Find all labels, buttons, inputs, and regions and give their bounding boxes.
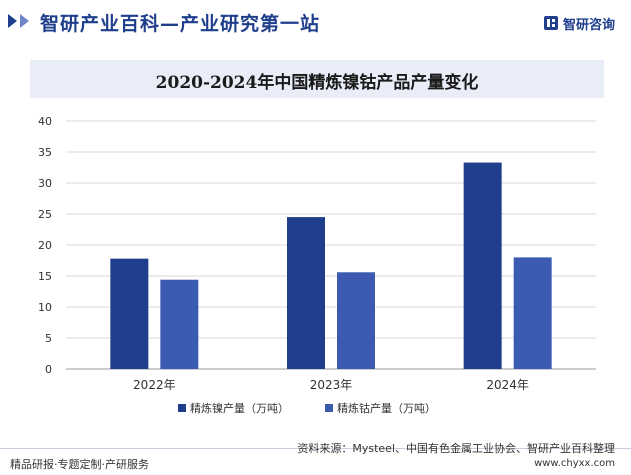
y-tick-label: 20 xyxy=(38,239,52,252)
y-tick-label: 35 xyxy=(38,146,52,159)
legend-swatch xyxy=(178,404,186,412)
header-title: 智研产业百科—产业研究第一站 xyxy=(40,13,321,35)
y-tick-label: 40 xyxy=(38,115,52,128)
header-arrow-icon xyxy=(8,14,17,28)
chart-title: 2020-2024年中国精炼镍钴产品产量变化 xyxy=(155,73,479,93)
y-tick-label: 0 xyxy=(45,363,52,376)
bar-cobalt xyxy=(513,257,552,369)
y-tick-label: 5 xyxy=(45,332,52,345)
bar-cobalt xyxy=(160,279,199,369)
brand-name: 智研咨询 xyxy=(562,17,615,33)
y-tick-label: 15 xyxy=(38,270,52,283)
bar-cobalt xyxy=(337,272,375,369)
footer-slogan: 精品研报·专题定制·产研服务 xyxy=(10,458,149,471)
bar-chart: 0 5 10 15 20 25 30 35 40 2022年 2023年 2024年精炼镍产量（万吨）… xyxy=(38,115,596,415)
brand: 智研咨询 xyxy=(543,14,615,33)
legend-label: 精炼镍产量（万吨） xyxy=(190,401,289,415)
bar-nickel xyxy=(110,258,149,369)
x-tick-label: 2022年 xyxy=(133,378,176,392)
brand-logo-icon xyxy=(543,16,558,30)
y-tick-label: 25 xyxy=(38,208,52,221)
chart-title-band: 2020-2024年中国精炼镍钴产品产量变化 xyxy=(30,60,604,98)
legend-label: 精炼钴产量（万吨） xyxy=(337,401,436,415)
footer-url: www.chyxx.com xyxy=(534,458,615,469)
header-arrow-icon-2 xyxy=(20,14,29,28)
x-tick-label: 2024年 xyxy=(486,378,529,392)
footer-divider xyxy=(0,448,631,449)
y-tick-label: 30 xyxy=(38,177,52,190)
bar-nickel xyxy=(287,217,325,369)
x-tick-label: 2023年 xyxy=(310,378,353,392)
header-bar: 智研产业百科—产业研究第一站 智研咨询 xyxy=(0,0,631,44)
footer-source: 资料来源：Mysteel、中国有色金属工业协会、智研产业百科整理 xyxy=(297,442,615,455)
bar-nickel xyxy=(463,162,502,369)
legend-swatch xyxy=(325,404,333,412)
y-tick-label: 10 xyxy=(38,301,52,314)
